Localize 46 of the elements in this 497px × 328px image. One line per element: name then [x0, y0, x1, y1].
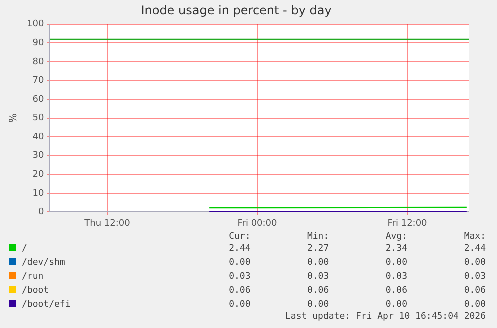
x-tick-label: Fri 12:00 [388, 218, 428, 229]
y-tick-label: 80 [32, 57, 44, 68]
text: 0.00 [228, 299, 252, 312]
text: Avg: [384, 232, 409, 242]
y-tick-label: 40 [32, 132, 44, 142]
text: 0.00 [463, 299, 487, 312]
text: 0.03 [228, 271, 252, 284]
text: 0.00 [384, 299, 409, 312]
text: Cur: [228, 232, 252, 242]
y-tick-label: 70 [32, 76, 44, 86]
text: 0.00 [306, 257, 330, 270]
text: 0.00 [384, 257, 409, 270]
y-tick-label: 60 [32, 94, 44, 105]
y-tick-label: 100 [26, 20, 44, 30]
text: 0.00 [306, 299, 330, 312]
text: 0.00 [228, 257, 252, 270]
y-axis-title: % [8, 114, 20, 124]
legend-label: /run [21, 271, 45, 284]
legend-label: / [21, 243, 28, 256]
legend-label: /boot/efi [21, 299, 72, 312]
x-tick-label: Fri 00:00 [238, 218, 278, 229]
y-tick-label: 50 [32, 114, 44, 124]
text: 2.27 [306, 243, 330, 256]
text: 0.06 [306, 285, 330, 298]
y-tick-label: 0 [38, 208, 44, 218]
text: Max: [463, 232, 487, 242]
text: 0.03 [384, 271, 409, 284]
y-tick-label: 30 [32, 151, 44, 162]
text: 0.06 [463, 285, 487, 298]
text: 0.06 [384, 285, 409, 298]
chart-title: Inode usage in percent - by day [141, 3, 332, 18]
text: 0.06 [228, 285, 252, 298]
text: 2.34 [384, 243, 409, 256]
text: 0.03 [463, 271, 487, 284]
text: Last update: Fri Apr 10 16:45:04 2026 [284, 312, 487, 322]
text: 0.03 [306, 271, 330, 284]
legend-label: /boot [21, 285, 50, 298]
y-tick-label: 10 [32, 188, 44, 199]
y-tick-label: 90 [32, 38, 44, 49]
y-tick-label: 20 [32, 170, 44, 180]
text: 2.44 [228, 243, 252, 256]
text: 2.44 [463, 243, 487, 256]
text: Min: [306, 232, 330, 242]
legend-label: /dev/shm [21, 257, 66, 270]
x-tick-label: Thu 12:00 [84, 218, 131, 229]
text: 0.00 [463, 257, 487, 270]
